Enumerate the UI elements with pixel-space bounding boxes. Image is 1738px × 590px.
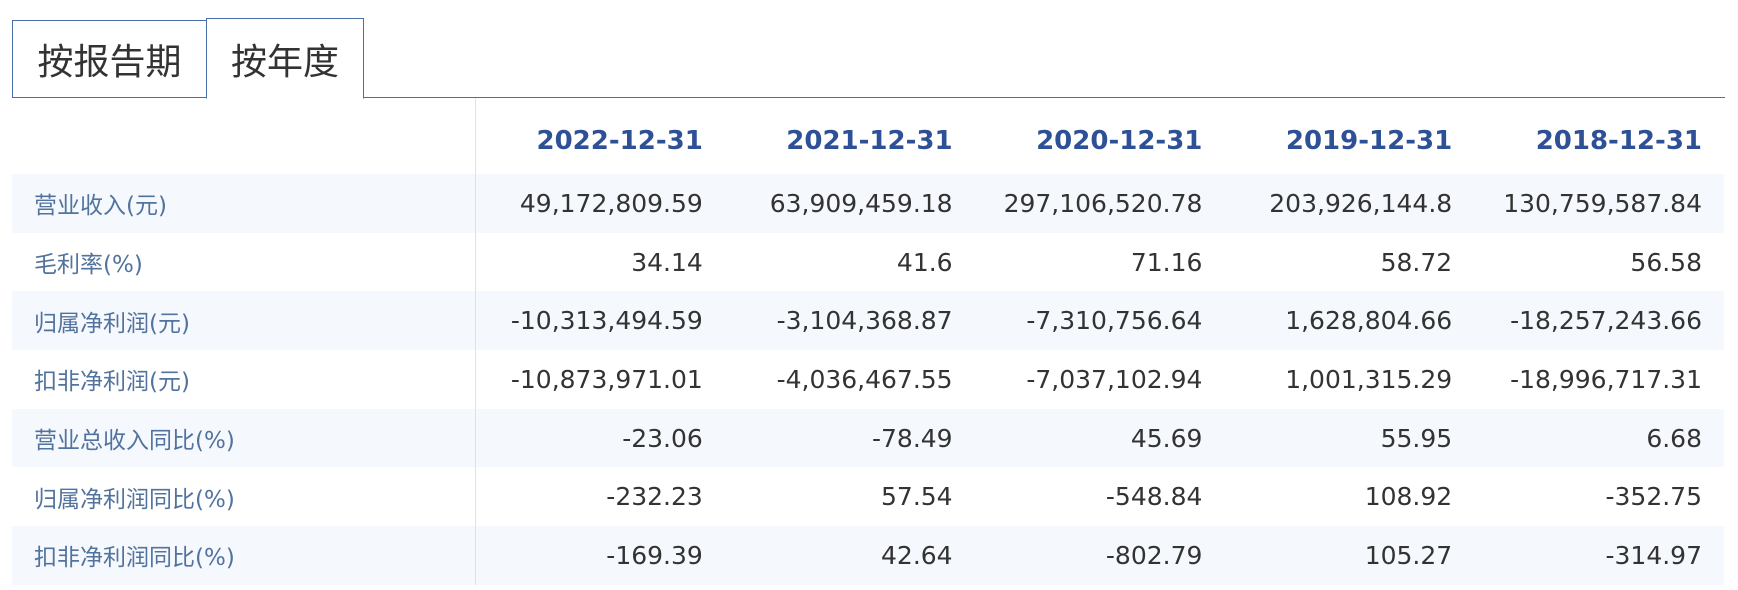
table-cell: -169.39 [606,540,703,570]
table-cell: -18,996,717.31 [1510,364,1702,394]
table-cell: 41.6 [896,247,953,277]
table-cell: -352.75 [1605,482,1703,512]
row-label-revenue: 营业收入(元) [12,174,476,233]
table-cell: -18,257,243.66 [1510,306,1702,336]
table-cell: 34.14 [631,247,703,277]
table-cell: 6.68 [1646,423,1702,453]
financial-table: 2022-12-31 2021-12-31 2020-12-31 2019-12… [12,98,1724,585]
table-cell: -232.23 [606,482,703,512]
table-cell: 203,926,144.8 [1269,188,1453,218]
table-row: 归属净利润同比(%) -232.23 57.54 -548.84 108.92 … [12,467,1724,527]
row-label-net-profit: 归属净利润(元) [12,291,476,351]
table-row: 扣非净利润(元) -10,873,971.01 -4,036,467.55 -7… [12,350,1724,409]
table-cell: -7,037,102.94 [1026,364,1203,394]
table-cell: -78.49 [872,423,953,453]
column-header-date[interactable]: 2022-12-31 [536,126,703,156]
table-cell: -314.97 [1605,540,1703,570]
table-cell: -23.06 [622,423,703,453]
column-header-date[interactable]: 2019-12-31 [1285,126,1453,156]
table-cell: -548.84 [1105,482,1203,512]
period-tabs: 按报告期 按年度 [12,18,364,99]
table-cell: 42.64 [881,540,953,570]
table-row: 归属净利润(元) -10,313,494.59 -3,104,368.87 -7… [12,291,1724,351]
column-header-date[interactable]: 2018-12-31 [1535,126,1702,156]
table-cell: 1,628,804.66 [1285,306,1453,336]
row-label-net-profit-yoy: 归属净利润同比(%) [12,467,476,527]
tab-by-year[interactable]: 按年度 [206,18,364,99]
table-cell: 45.69 [1130,423,1203,453]
table-cell: 108.92 [1364,482,1453,512]
table-cell: 57.54 [881,482,953,512]
table-cell: -4,036,467.55 [776,364,953,394]
column-header-date[interactable]: 2020-12-31 [1036,126,1203,156]
table-header-row: 2022-12-31 2021-12-31 2020-12-31 2019-12… [12,98,1724,174]
table-cell: -10,313,494.59 [510,306,703,336]
table-cell: 130,759,587.84 [1503,188,1702,218]
table-cell: -10,873,971.01 [510,364,703,394]
table-row: 营业总收入同比(%) -23.06 -78.49 45.69 55.95 6.6… [12,408,1724,468]
row-label-revenue-yoy: 营业总收入同比(%) [12,408,476,468]
table-cell: 56.58 [1630,247,1702,277]
table-cell: 58.72 [1380,247,1453,277]
table-cell: 297,106,520.78 [1003,188,1203,218]
table-cell: -7,310,756.64 [1026,306,1203,336]
row-label-adjusted-net-profit: 扣非净利润(元) [12,350,476,409]
table-corner-cell [12,98,476,174]
tab-by-report-period[interactable]: 按报告期 [12,20,207,98]
table-cell: 63,909,459.18 [769,188,953,218]
financial-table-container: 2022-12-31 2021-12-31 2020-12-31 2019-12… [12,98,1724,585]
row-label-gross-margin: 毛利率(%) [12,232,476,292]
tab-divider [12,97,1725,98]
table-row: 毛利率(%) 34.14 41.6 71.16 58.72 56.58 [12,232,1724,292]
table-cell: 105.27 [1364,540,1453,570]
table-cell: 71.16 [1130,247,1203,277]
row-label-adjusted-net-profit-yoy: 扣非净利润同比(%) [12,526,476,585]
table-cell: 49,172,809.59 [519,188,703,218]
table-cell: 55.95 [1380,423,1453,453]
table-cell: -3,104,368.87 [776,306,953,336]
table-cell: -802.79 [1105,540,1203,570]
table-row: 营业收入(元) 49,172,809.59 63,909,459.18 297,… [12,174,1724,233]
table-cell: 1,001,315.29 [1285,364,1453,394]
column-header-date[interactable]: 2021-12-31 [786,126,953,156]
table-row: 扣非净利润同比(%) -169.39 42.64 -802.79 105.27 … [12,526,1724,585]
